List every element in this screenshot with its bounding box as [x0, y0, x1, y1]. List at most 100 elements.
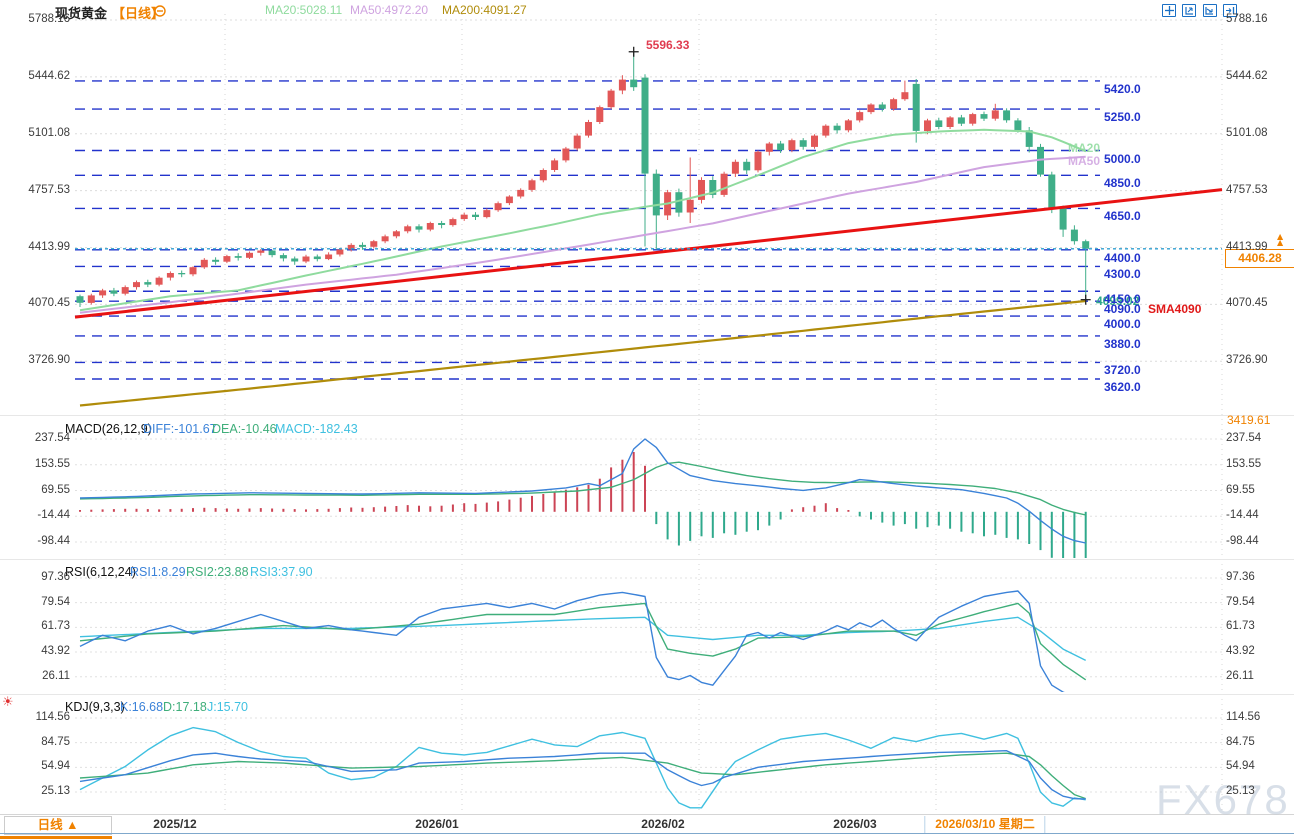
rsi-axis-label-right: 97.36 — [1226, 571, 1255, 583]
main-axis-label-right: 4757.53 — [1226, 183, 1268, 196]
macd-axis-label-right: 237.54 — [1226, 432, 1262, 444]
month-label: 2026/01 — [415, 817, 459, 831]
level-label: 3880.0 — [1104, 336, 1141, 351]
price-up-arrows-icon: ▲ ▲ — [1277, 232, 1284, 247]
kdj-k-value: K:16.68 — [120, 700, 164, 714]
rsi2-value: RSI2:23.88 — [186, 565, 249, 579]
level-label: 3620.0 — [1104, 380, 1141, 394]
period-tab-label: 日线 — [37, 818, 63, 832]
rsi-axis-label-left: 79.54 — [41, 595, 70, 608]
kdj-axis-label-left: 114.56 — [35, 711, 70, 723]
highlighted-date: 2026/03/10 星期二 — [924, 816, 1046, 833]
level-label: 5250.0 — [1104, 110, 1141, 125]
collapse-right-icon[interactable] — [1223, 4, 1238, 17]
level-label: 3720.0 — [1104, 363, 1141, 378]
level-label: 4400.0 — [1104, 250, 1141, 265]
main-axis-label-right: 5444.62 — [1226, 69, 1268, 82]
main-axis-label-right: 5788.16 — [1226, 13, 1268, 25]
rsi1-value: RSI1:8.29 — [130, 565, 186, 579]
crosshair-icon[interactable] — [1162, 4, 1176, 17]
panel-bottom-price: 3419.61 — [1227, 413, 1271, 427]
level-label: 4300.0 — [1104, 267, 1141, 282]
macd-axis-label-right: 69.55 — [1226, 483, 1255, 496]
main-axis-label-right: 5101.08 — [1226, 126, 1268, 139]
ma200-readout: MA200:4091.27 — [442, 3, 527, 17]
rsi-axis-label-left: 26.11 — [42, 669, 70, 682]
macd-axis-label-left: 237.54 — [34, 432, 70, 444]
sun-icon[interactable]: ☀ — [2, 695, 14, 710]
macd-dea-value: DEA:-10.46 — [212, 422, 277, 436]
kdj-axis-label-right: 54.94 — [1226, 760, 1255, 773]
kdj-axis-label-right: 25.13 — [1226, 785, 1255, 797]
rsi-axis-label-left: 97.36 — [41, 571, 70, 583]
rsi-axis-label-left: 61.73 — [41, 620, 70, 633]
minus-circle-icon[interactable] — [154, 4, 166, 22]
pan-right-icon[interactable] — [1202, 4, 1217, 17]
time-axis-bar: 日线 ▲ 2026/03/10 星期二 — [0, 814, 1294, 835]
macd-macd-value: MACD:-182.43 — [275, 422, 358, 436]
level-label: 5420.0 — [1104, 81, 1141, 96]
watermark: FX678 — [1156, 776, 1290, 823]
high-price-label: 5596.33 — [646, 38, 690, 52]
main-axis-label-right: 4070.45 — [1226, 297, 1268, 310]
sma4090-label: SMA4090 — [1148, 302, 1202, 316]
period-badge[interactable]: 【日线】 — [112, 6, 165, 21]
month-label: 2026/02 — [641, 817, 685, 831]
symbol-title: 现货黄金 — [55, 6, 108, 21]
chart-toolbar — [1160, 2, 1238, 20]
kdj-axis-label-left: 84.75 — [41, 735, 70, 748]
macd-panel-title[interactable]: MACD(26,12,9) — [65, 422, 152, 436]
low-price-label: 4099.02 — [1096, 294, 1140, 308]
macd-axis-label-right: -14.44 — [1226, 509, 1259, 522]
level-label: 5000.0 — [1104, 151, 1141, 166]
level-label: 4150.0 — [1104, 292, 1141, 307]
level-label: 4000.0 — [1104, 317, 1141, 332]
rsi-axis-label-left: 43.92 — [41, 645, 70, 658]
level-label: 4650.0 — [1104, 209, 1141, 224]
month-label: 2025/12 — [153, 817, 197, 831]
month-label: 2026/03 — [833, 817, 877, 831]
rsi-axis-label-right: 79.54 — [1226, 595, 1255, 608]
chevron-up-icon: ▲ — [66, 818, 79, 832]
kdj-panel-title[interactable]: KDJ(9,3,3) — [65, 700, 125, 714]
rsi3-value: RSI3:37.90 — [250, 565, 313, 579]
kdj-j-value: J:15.70 — [207, 700, 249, 714]
kdj-axis-label-right: 84.75 — [1226, 735, 1255, 748]
kdj-axis-label-left: 25.13 — [41, 785, 70, 797]
kdj-axis-label-left: 54.94 — [41, 760, 70, 773]
rsi-axis-label-right: 26.11 — [1226, 669, 1254, 682]
rsi-panel-title[interactable]: RSI(6,12,24) — [65, 565, 136, 579]
level-label: 4090.0 — [1104, 302, 1141, 317]
current-price-box: 4406.28 — [1225, 249, 1294, 268]
pan-left-icon[interactable] — [1182, 4, 1197, 17]
rsi-axis-label-right: 43.92 — [1226, 645, 1255, 658]
main-axis-label-right: 4413.99 — [1226, 240, 1268, 253]
ma50-readout: MA50:4972.20 — [350, 3, 429, 17]
main-axis-label-left: 4757.53 — [28, 183, 70, 196]
ma20-line-label: MA20 — [1068, 141, 1101, 155]
rsi-axis-label-right: 61.73 — [1226, 620, 1255, 633]
kdj-axis-label-right: 114.56 — [1226, 711, 1261, 723]
ma20-readout: MA20:5028.11 — [265, 3, 343, 17]
kdj-d-value: D:17.18 — [163, 700, 207, 714]
macd-axis-label-right: 153.55 — [1226, 457, 1262, 470]
macd-axis-label-left: -98.44 — [37, 535, 70, 547]
bottom-border-line — [0, 833, 1294, 834]
main-axis-label-left: 4413.99 — [28, 240, 70, 253]
main-axis-label-left: 5101.08 — [28, 126, 70, 139]
main-axis-label-right: 3726.90 — [1226, 354, 1268, 367]
tab-underline — [0, 836, 112, 839]
macd-axis-label-left: 153.55 — [34, 457, 70, 470]
main-axis-label-left: 4070.45 — [28, 297, 70, 310]
macd-axis-label-left: 69.55 — [41, 483, 70, 496]
macd-diff-value: DIFF:-101.67 — [143, 422, 217, 436]
macd-axis-label-right: -98.44 — [1226, 535, 1259, 547]
main-axis-label-left: 5444.62 — [28, 69, 70, 82]
ma50-line-label: MA50 — [1068, 154, 1101, 168]
level-label: 4850.0 — [1104, 176, 1141, 191]
main-axis-label-left: 5788.16 — [28, 13, 70, 25]
macd-axis-label-left: -14.44 — [37, 509, 70, 522]
period-tab-daily[interactable]: 日线 ▲ — [4, 816, 112, 835]
